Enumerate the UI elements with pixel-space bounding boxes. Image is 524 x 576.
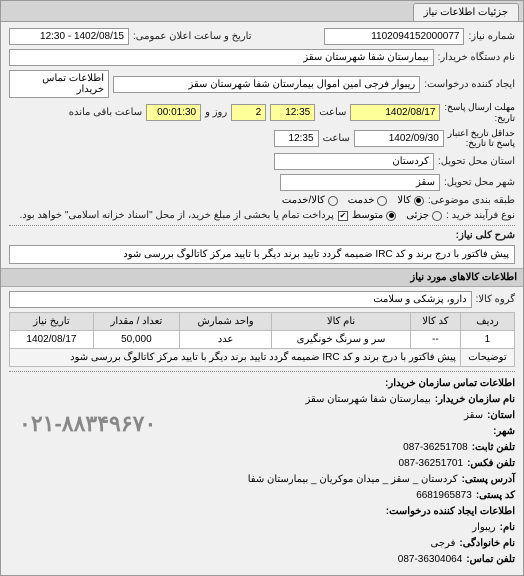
f-phone-label: تلفن ثابت: — [472, 440, 515, 456]
device-label: نام دستگاه خریدار: — [438, 52, 515, 63]
footer-title: اطلاعات تماس سازمان خریدار: — [9, 376, 515, 392]
cell-idx: 1 — [460, 331, 514, 349]
col-name: نام کالا — [272, 313, 411, 331]
table-header-row: ردیف کد کالا نام کالا واحد شمارش تعداد /… — [10, 313, 515, 331]
col-idx: ردیف — [460, 313, 514, 331]
f-postal-value: 6681965873 — [416, 488, 472, 504]
radio-medium-label: متوسط — [352, 210, 383, 221]
radio-service-label: خدمت — [348, 195, 375, 206]
province-field: کردستان — [274, 153, 434, 170]
goods-group-field: دارو، پزشکی و سلامت — [9, 291, 472, 308]
treasury-checkbox[interactable] — [338, 211, 348, 221]
org-value: بیمارستان شفا شهرستان سقز — [305, 392, 430, 408]
cell-date: 1402/08/17 — [10, 331, 94, 349]
main-spec-text: پیش فاکتور با درج برند و کد IRC ضمیمه گر… — [9, 245, 515, 264]
cell-name: سر و سرنگ خونگیری — [272, 331, 411, 349]
subject-radio-group: کالا خدمت کالا/خدمت — [282, 195, 424, 206]
deadline-days-label: روز و — [205, 107, 227, 118]
validity-time-label: ساعت — [323, 133, 350, 144]
requester-title: اطلاعات ایجاد کننده درخواست: — [9, 504, 515, 520]
f-address-value: کردستان _ سقز _ میدان موکریان _ بیمارستا… — [248, 472, 458, 488]
f-family-value: فرجی — [431, 536, 456, 552]
requester-label: ایجاد کننده درخواست: — [424, 79, 515, 90]
subject-class-label: طبقه بندی موضوعی: — [428, 195, 515, 206]
f-address-label: آدرس پستی: — [462, 472, 515, 488]
tab-need-details[interactable]: جزئیات اطلاعات نیاز — [413, 3, 519, 21]
goods-section-header: اطلاعات کالاهای مورد نیاز — [1, 268, 523, 287]
content-area: شماره نیاز: 1102094152000077 تاریخ و ساع… — [1, 22, 523, 575]
cell-unit: عدد — [179, 331, 271, 349]
divider — [9, 225, 515, 226]
city-label: شهر محل تحویل: — [444, 177, 515, 188]
f-city-label: شهر: — [493, 424, 515, 440]
contact-field[interactable]: اطلاعات تماس خریدار — [9, 70, 109, 98]
f-cphone-value: 087-36304064 — [398, 552, 463, 568]
f-fax-value: 087-36251701 — [399, 456, 464, 472]
f-family-label: نام خانوادگی: — [459, 536, 515, 552]
f-province-value: سقز — [464, 408, 483, 424]
radio-small-label: جزئی — [406, 210, 429, 221]
radio-both-label: کالا/خدمت — [282, 195, 325, 206]
table-row-note: توضیحات پیش فاکتور با درج برند و کد IRC … — [10, 349, 515, 367]
col-code: کد کالا — [410, 313, 460, 331]
treasury-note: پرداخت تمام یا بخشی از مبلغ خرید، از محل… — [19, 210, 333, 221]
radio-service[interactable] — [377, 196, 387, 206]
announce-label: تاریخ و ساعت اعلان عمومی: — [133, 31, 252, 42]
radio-medium[interactable] — [386, 211, 396, 221]
tab-bar: جزئیات اطلاعات نیاز — [1, 1, 523, 22]
deadline-time-label: ساعت — [319, 107, 346, 118]
process-radio-group: جزئی متوسط — [352, 210, 442, 221]
deadline-days: 2 — [231, 104, 266, 121]
radio-goods[interactable] — [414, 196, 424, 206]
cell-code: -- — [410, 331, 460, 349]
deadline-time: 12:35 — [270, 104, 315, 121]
footer-contact-block: اطلاعات تماس سازمان خریدار: نام سازمان خ… — [9, 376, 515, 568]
col-unit: واحد شمارش — [179, 313, 271, 331]
province-label: استان محل تحویل: — [438, 156, 515, 167]
f-province-label: استان: — [487, 408, 515, 424]
f-name-value: ریبوار — [472, 520, 495, 536]
announce-field: 1402/08/15 - 12:30 — [9, 28, 129, 45]
deadline-remain-label: ساعت باقی مانده — [69, 107, 142, 118]
main-spec-label: شرح کلی نیاز: — [456, 230, 515, 241]
col-qty: تعداد / مقدار — [93, 313, 179, 331]
city-field: سقز — [280, 174, 440, 191]
f-fax-label: تلفن فکس: — [467, 456, 515, 472]
watermark-phone: ۰۲۱-۸۸۳۴۹۶۷۰ — [19, 406, 156, 441]
table-row[interactable]: 1 -- سر و سرنگ خونگیری عدد 50,000 1402/0… — [10, 331, 515, 349]
f-name-label: نام: — [500, 520, 515, 536]
org-label: نام سازمان خریدار: — [435, 392, 515, 408]
deadline-date: 1402/08/17 — [350, 104, 440, 121]
radio-both[interactable] — [328, 196, 338, 206]
f-cphone-label: تلفن تماس: — [466, 552, 515, 568]
deadline-remain: 00:01:30 — [146, 104, 201, 121]
divider-2 — [9, 371, 515, 372]
radio-small[interactable] — [432, 211, 442, 221]
goods-table: ردیف کد کالا نام کالا واحد شمارش تعداد /… — [9, 312, 515, 367]
process-label: نوع فرآیند خرید : — [446, 210, 515, 221]
need-details-window: جزئیات اطلاعات نیاز شماره نیاز: 11020941… — [0, 0, 524, 576]
validity-time: 12:35 — [274, 130, 319, 147]
number-label: شماره نیاز: — [468, 31, 515, 42]
validity-label: حداقل تاریخ اعتبار پاسخ تا تاریخ: — [448, 128, 515, 150]
requester-field: ریبوار فرجی امین اموال بیمارستان شفا شهر… — [113, 76, 420, 93]
number-field: 1102094152000077 — [324, 28, 464, 45]
radio-goods-label: کالا — [397, 195, 411, 206]
f-postal-label: کد پستی: — [476, 488, 515, 504]
f-phone-value: 087-36251708 — [403, 440, 468, 456]
col-date: تاریخ نیاز — [10, 313, 94, 331]
goods-group-label: گروه کالا: — [476, 294, 515, 305]
validity-date: 1402/09/30 — [354, 130, 444, 147]
cell-note-label: توضیحات — [460, 349, 514, 367]
cell-qty: 50,000 — [93, 331, 179, 349]
cell-note: پیش فاکتور با درج برند و کد IRC ضمیمه گر… — [10, 349, 461, 367]
deadline-label: مهلت ارسال پاسخ: تاریخ: — [444, 102, 515, 124]
device-field: بیمارستان شفا شهرستان سقز — [9, 49, 434, 66]
